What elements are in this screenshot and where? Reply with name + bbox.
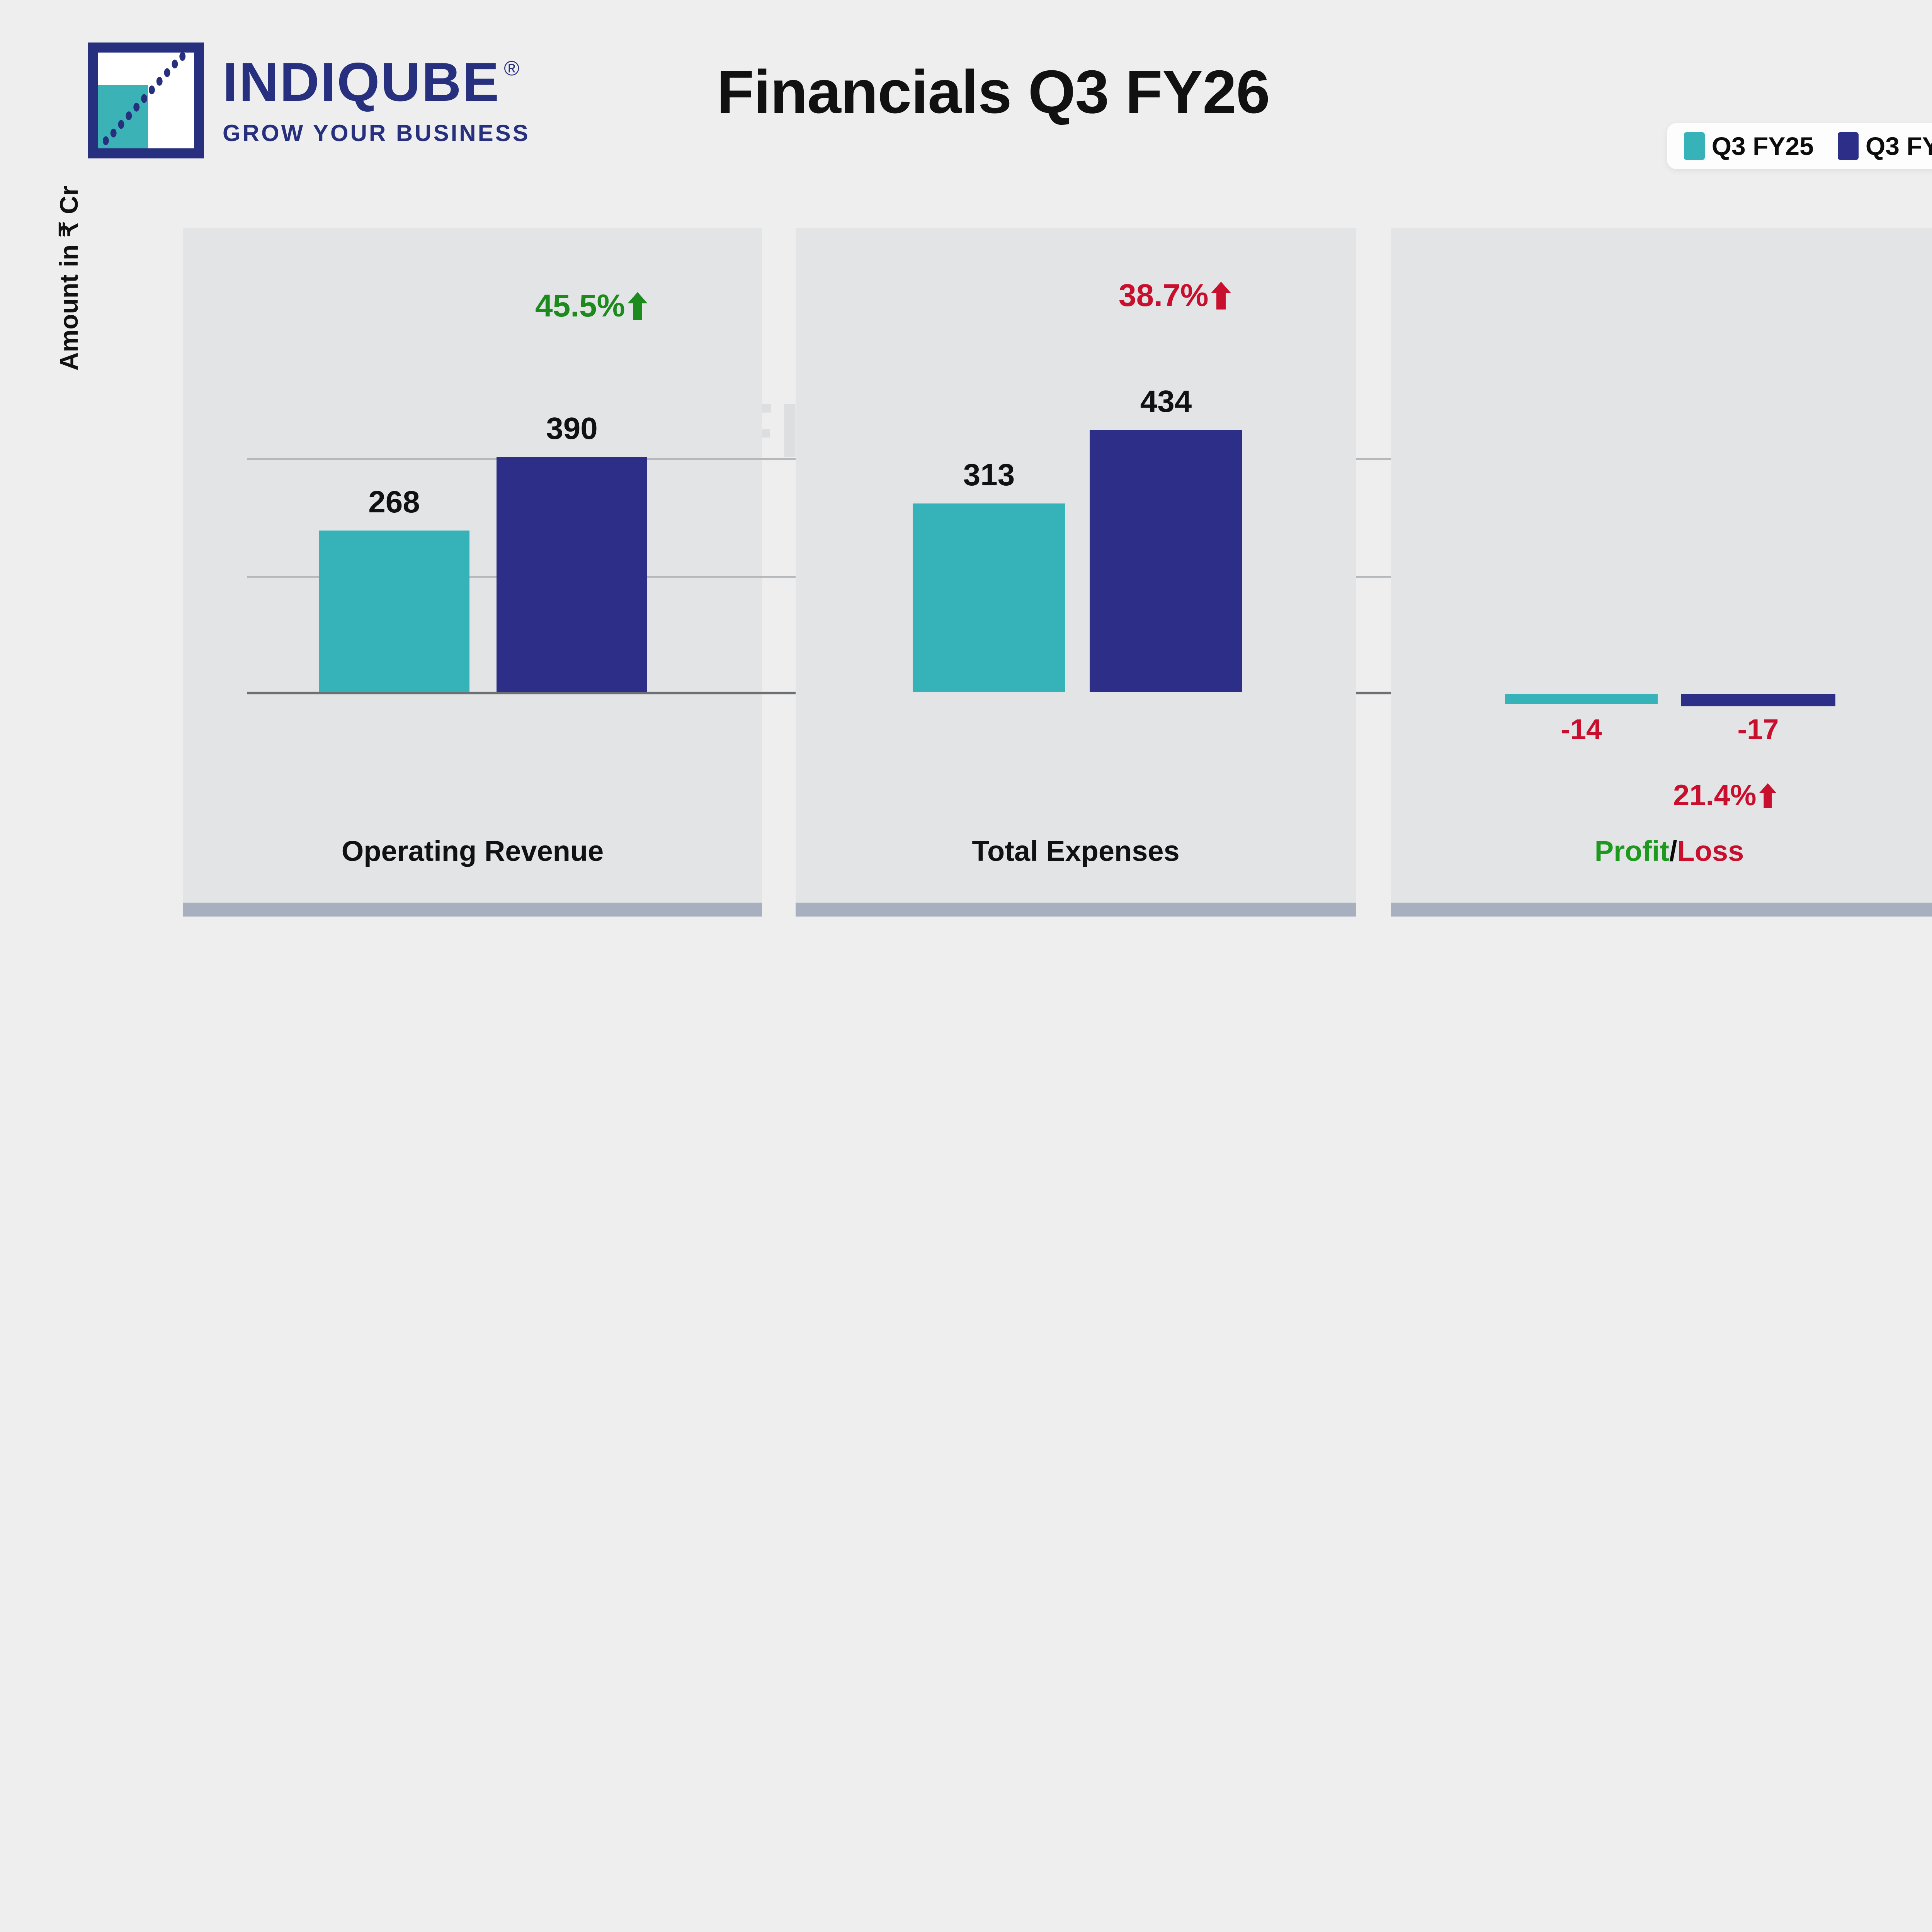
indiqube-logo-icon — [88, 43, 204, 158]
indiqube-logo: INDIQUBE ® GROW YOUR BUSINESS — [88, 43, 530, 158]
indiqube-wordmark: INDIQUBE ® GROW YOUR BUSINESS — [223, 51, 530, 146]
bar-fy26-profit-loss — [1681, 694, 1835, 706]
bar-value-fy26-profit-loss: -17 — [1737, 713, 1779, 745]
legend-label-q3-fy25: Q3 FY25 — [1711, 132, 1814, 160]
category-label-loss: Loss — [1677, 835, 1744, 867]
arrow-up-icon — [1759, 783, 1777, 808]
arrow-up-icon — [1211, 282, 1231, 310]
delta-value-operating-revenue: 45.5% — [535, 288, 625, 323]
bar-fy26-total-expenses — [1090, 430, 1242, 692]
bar-value-fy26-operating-revenue: 390 — [546, 411, 598, 446]
logo-dotted-diagonal-icon — [102, 53, 186, 145]
delta-total-expenses: 38.7% — [1119, 277, 1231, 314]
panel-operating-revenue — [183, 228, 762, 917]
bar-fy26-operating-revenue — [497, 457, 647, 692]
legend-swatch-q3-fy26 — [1837, 132, 1859, 160]
category-label-slash: / — [1669, 835, 1677, 867]
bar-value-fy26-total-expenses: 434 — [1140, 384, 1192, 418]
legend-swatch-q3-fy25 — [1684, 132, 1705, 160]
legend-item-q3-fy26: Q3 FY26 — [1837, 131, 1932, 161]
registered-mark-icon: ® — [504, 56, 520, 80]
bar-fy25-total-expenses — [913, 503, 1065, 692]
delta-operating-revenue: 45.5% — [535, 288, 648, 324]
category-label-profit-loss: Profit/Loss — [1391, 835, 1932, 867]
bar-value-fy25-operating-revenue: 268 — [368, 485, 420, 519]
panel-total-expenses — [796, 228, 1356, 917]
delta-value-profit-loss: 21.4% — [1673, 779, 1757, 812]
header: INDIQUBE ® GROW YOUR BUSINESS Financials… — [0, 0, 1932, 216]
category-label-total-expenses: Total Expenses — [972, 835, 1180, 867]
category-label-operating-revenue: Operating Revenue — [341, 835, 604, 867]
bar-fy25-operating-revenue — [319, 531, 469, 692]
delta-profit-loss: 21.4% — [1673, 779, 1777, 812]
panel-bottom-strip — [796, 903, 1356, 917]
y-axis-label: Amount in ₹ Cr — [54, 185, 83, 371]
legend-label-q3-fy26: Q3 FY26 — [1865, 132, 1932, 160]
panel-bottom-strip — [183, 903, 762, 917]
bar-value-fy25-total-expenses: 313 — [963, 457, 1015, 492]
bar-value-fy25-profit-loss: -14 — [1561, 713, 1602, 745]
footer: Powered by Razorpay Source : NSE FIN TRA… — [0, 964, 1932, 1104]
chart-area: Amount in ₹ Cr FINTRACKR 45.5% 268 390 O… — [54, 185, 1932, 917]
arrow-up-icon — [627, 292, 648, 320]
brand-tagline: GROW YOUR BUSINESS — [223, 120, 530, 146]
category-label-profit: Profit — [1594, 835, 1669, 867]
legend-item-q3-fy25: Q3 FY25 — [1684, 131, 1814, 161]
panel-bottom-strip — [1391, 903, 1932, 917]
legend: Q3 FY25 Q3 FY26 — [1667, 123, 1932, 169]
panel-profit-loss — [1391, 228, 1932, 917]
page-title: Financials Q3 FY26 — [717, 58, 1270, 126]
brand-name: INDIQUBE — [223, 51, 500, 113]
bar-fy25-profit-loss — [1505, 694, 1658, 704]
delta-value-total-expenses: 38.7% — [1119, 278, 1209, 313]
